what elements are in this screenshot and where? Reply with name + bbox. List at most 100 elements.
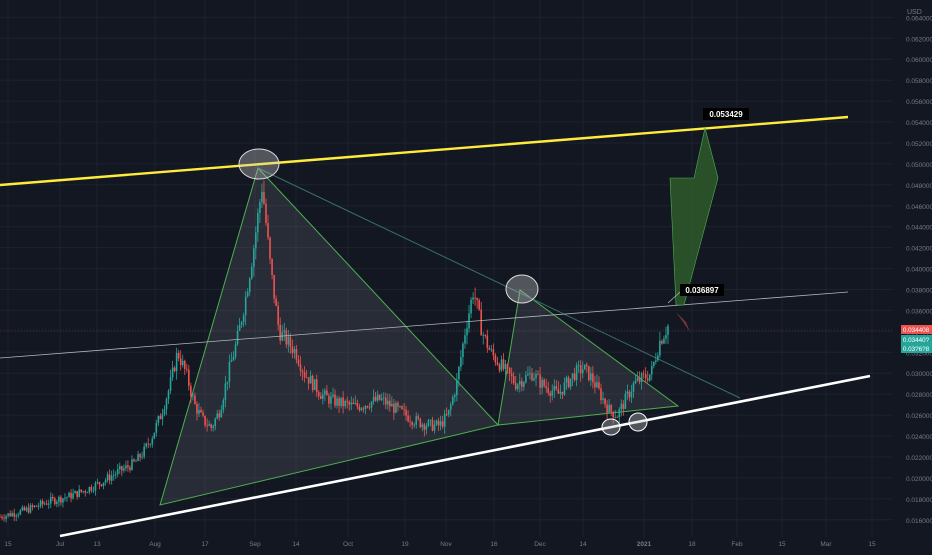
candle-body — [380, 398, 383, 400]
candle-body — [480, 309, 483, 336]
y-tick-label: 0.018000 — [906, 497, 932, 504]
candle-body — [470, 299, 472, 314]
y-tick-label: 0.056000 — [906, 99, 932, 106]
candle-body — [441, 421, 444, 427]
candle-body — [54, 498, 56, 504]
candle-body — [252, 248, 255, 267]
candle-body — [332, 394, 334, 397]
x-tick-label: 15 — [778, 541, 786, 548]
y-tick-label: 0.032000 — [906, 350, 932, 357]
candle-body — [352, 402, 355, 404]
yellow-resistance-line — [0, 115, 849, 187]
candle-body — [43, 503, 46, 505]
candle-body — [161, 414, 164, 420]
candle-body — [577, 365, 580, 366]
candle-body — [309, 375, 312, 384]
candle-body — [362, 408, 365, 410]
candle-body — [514, 383, 517, 390]
y-tick-label: 0.030000 — [906, 371, 932, 378]
white-support-line — [59, 374, 871, 538]
candle-body — [539, 374, 541, 388]
candle-body — [454, 395, 456, 398]
price-axis-panel[interactable] — [893, 0, 932, 550]
x-tick-label: Oct — [343, 541, 353, 548]
candle-body — [279, 324, 281, 341]
target-arrow — [669, 127, 719, 306]
grey-trendline — [0, 291, 849, 359]
candle-body — [60, 496, 62, 503]
candle-body — [11, 513, 13, 517]
candle-body — [411, 422, 413, 425]
candle-body — [303, 372, 306, 378]
candle-body — [604, 398, 606, 405]
candle-body — [194, 395, 196, 405]
candle-body — [516, 384, 519, 390]
candle-body — [409, 421, 411, 423]
candle-body — [488, 347, 491, 350]
candle-body — [356, 403, 359, 407]
candle-body — [139, 454, 141, 458]
candle-body — [127, 465, 129, 468]
candle-body — [153, 432, 156, 439]
candle-body — [114, 474, 117, 475]
candle-body — [108, 474, 111, 481]
y-tick-label: 0.038000 — [906, 288, 932, 295]
candle-body — [287, 336, 290, 345]
candle-body — [468, 313, 470, 329]
candle-body — [202, 412, 204, 416]
candle-body — [366, 405, 369, 408]
candle-body — [458, 366, 460, 380]
candle-body — [500, 359, 503, 371]
candle-body — [378, 394, 381, 400]
candle-body — [313, 379, 316, 391]
candle-body — [291, 346, 294, 353]
candle-body — [431, 419, 434, 431]
y-tick-label: 0.054000 — [906, 120, 932, 127]
candle-body — [328, 395, 330, 404]
candle-body — [498, 364, 501, 371]
candle-body — [0, 516, 1, 518]
candle-body — [143, 446, 145, 457]
candle-body — [210, 424, 212, 428]
candle-body — [447, 409, 450, 415]
y-tick-label: 0.052000 — [906, 141, 932, 148]
candle-body — [301, 370, 304, 373]
candle-body — [640, 373, 643, 382]
candle-body — [230, 360, 233, 362]
candle-body — [634, 380, 637, 384]
candle-body — [559, 391, 562, 394]
candle-body — [376, 394, 379, 401]
candle-body — [439, 421, 442, 426]
candle-body — [387, 400, 389, 405]
candle-body — [433, 424, 436, 431]
y-tick-label: 0.020000 — [906, 476, 932, 483]
candle-body — [259, 202, 261, 213]
price-axis-marker-label: 0.03440? — [903, 337, 930, 344]
x-tick-label: 19 — [401, 541, 409, 548]
y-tick-label: 0.048000 — [906, 183, 932, 190]
candle-body — [283, 330, 286, 333]
candle-body — [293, 349, 296, 353]
candle-body — [419, 418, 422, 428]
candle-body — [212, 426, 214, 428]
candle-body — [657, 355, 659, 361]
candle-body — [86, 492, 89, 494]
candle-body — [478, 300, 480, 310]
candle-body — [29, 505, 32, 513]
x-tick-label: Jul — [56, 541, 65, 548]
x-tick-label: 17 — [201, 541, 209, 548]
candle-body — [474, 297, 476, 299]
candle-body — [269, 237, 271, 259]
target-price-label: 0.053429 — [709, 110, 743, 119]
candle-body — [620, 403, 623, 410]
x-tick-label: Sep — [249, 541, 261, 548]
candle-body — [104, 480, 107, 483]
candle-body — [348, 402, 351, 405]
x-tick-label: Feb — [731, 541, 743, 548]
candle-body — [512, 376, 515, 384]
candle-body — [151, 438, 154, 445]
price-axis-marker — [901, 325, 932, 334]
y-tick-label: 0.046000 — [906, 204, 932, 211]
